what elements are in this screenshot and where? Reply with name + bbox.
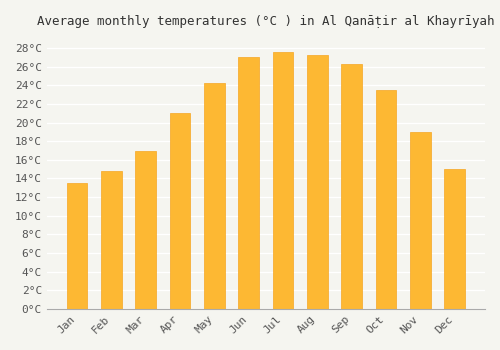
Bar bbox=[170, 113, 190, 309]
Bar bbox=[238, 57, 259, 309]
Bar bbox=[410, 132, 430, 309]
Bar bbox=[101, 171, 121, 309]
Bar bbox=[342, 64, 362, 309]
Bar bbox=[376, 90, 396, 309]
Title: Average monthly temperatures (°C ) in Al Qanāṭir al Khayrīyah: Average monthly temperatures (°C ) in Al… bbox=[37, 15, 494, 28]
Bar bbox=[307, 55, 328, 309]
Bar bbox=[444, 169, 465, 309]
Bar bbox=[273, 52, 293, 309]
Bar bbox=[67, 183, 87, 309]
Bar bbox=[204, 83, 225, 309]
Bar bbox=[136, 150, 156, 309]
